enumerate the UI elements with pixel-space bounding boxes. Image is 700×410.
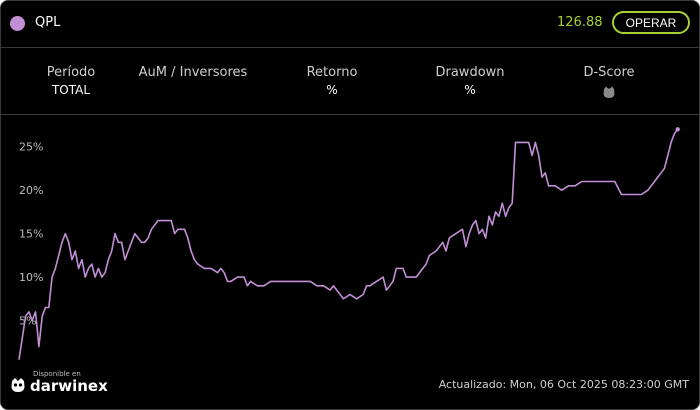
y-tick-label: 20% bbox=[19, 184, 43, 197]
return-series-line bbox=[18, 128, 679, 360]
stat-value: % bbox=[326, 83, 338, 97]
stat-return: Retorno % bbox=[262, 65, 402, 97]
darwinex-badge[interactable]: Disponible en darwinex bbox=[9, 369, 129, 399]
owl-icon bbox=[603, 86, 615, 98]
stats-row: Período TOTAL AuM / Inversores Retorno %… bbox=[1, 48, 699, 115]
performance-chart-svg: 5% 10% 15% 20% 25% bbox=[18, 127, 680, 360]
darwinex-wordmark: darwinex bbox=[30, 377, 108, 395]
stat-label: Retorno bbox=[306, 65, 358, 80]
stat-dscore: D-Score bbox=[539, 65, 679, 102]
series-end-point bbox=[675, 127, 680, 132]
available-on-label: Disponible en bbox=[33, 370, 81, 378]
stat-label: Período bbox=[46, 65, 96, 80]
y-tick-label: 10% bbox=[19, 271, 43, 284]
stat-label: AuM / Inversores bbox=[138, 65, 248, 80]
stat-label: Drawdown bbox=[435, 65, 505, 80]
card-header: QPL 126.88 OPERAR bbox=[1, 1, 699, 48]
darwinex-logo-icon bbox=[11, 378, 25, 392]
stat-drawdown: Drawdown % bbox=[400, 65, 540, 97]
performance-chart: 5% 10% 15% 20% 25% bbox=[1, 115, 699, 365]
y-tick-label: 25% bbox=[19, 141, 43, 154]
symbol-title[interactable]: QPL bbox=[35, 15, 61, 30]
y-tick-label: 15% bbox=[19, 228, 43, 241]
stat-label: D-Score bbox=[583, 65, 635, 80]
symbol-color-dot bbox=[10, 16, 25, 31]
operate-button[interactable]: OPERAR bbox=[612, 11, 690, 34]
stat-period: Período TOTAL bbox=[1, 65, 141, 97]
stat-value[interactable]: TOTAL bbox=[51, 83, 91, 97]
stat-aum-investors: AuM / Inversores bbox=[123, 65, 263, 83]
y-tick-label: 5% bbox=[19, 315, 36, 328]
stat-value bbox=[539, 83, 679, 102]
stat-value: % bbox=[464, 83, 476, 97]
current-price: 126.88 bbox=[557, 15, 603, 30]
updated-timestamp: Actualizado: Mon, 06 Oct 2025 08:23:00 G… bbox=[438, 378, 689, 391]
